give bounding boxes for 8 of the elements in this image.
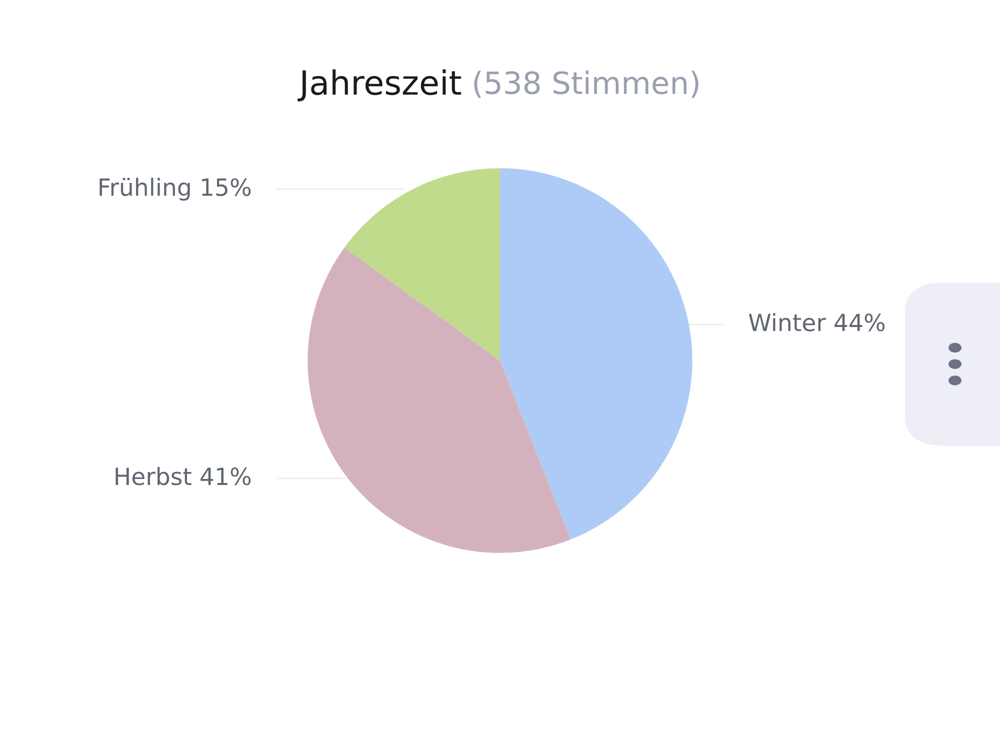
slice-label: Frühling 15% bbox=[100, 178, 251, 201]
chart-title: Jahreszeit bbox=[298, 69, 462, 102]
pie-slice bbox=[308, 248, 571, 553]
pie-slice bbox=[344, 168, 500, 361]
slice-label: Herbst 41% bbox=[116, 467, 251, 486]
slice-label: Winter 44% bbox=[748, 313, 885, 332]
pie-slice bbox=[500, 168, 692, 540]
chart-subtitle: (538 Stimmen) bbox=[474, 70, 698, 98]
